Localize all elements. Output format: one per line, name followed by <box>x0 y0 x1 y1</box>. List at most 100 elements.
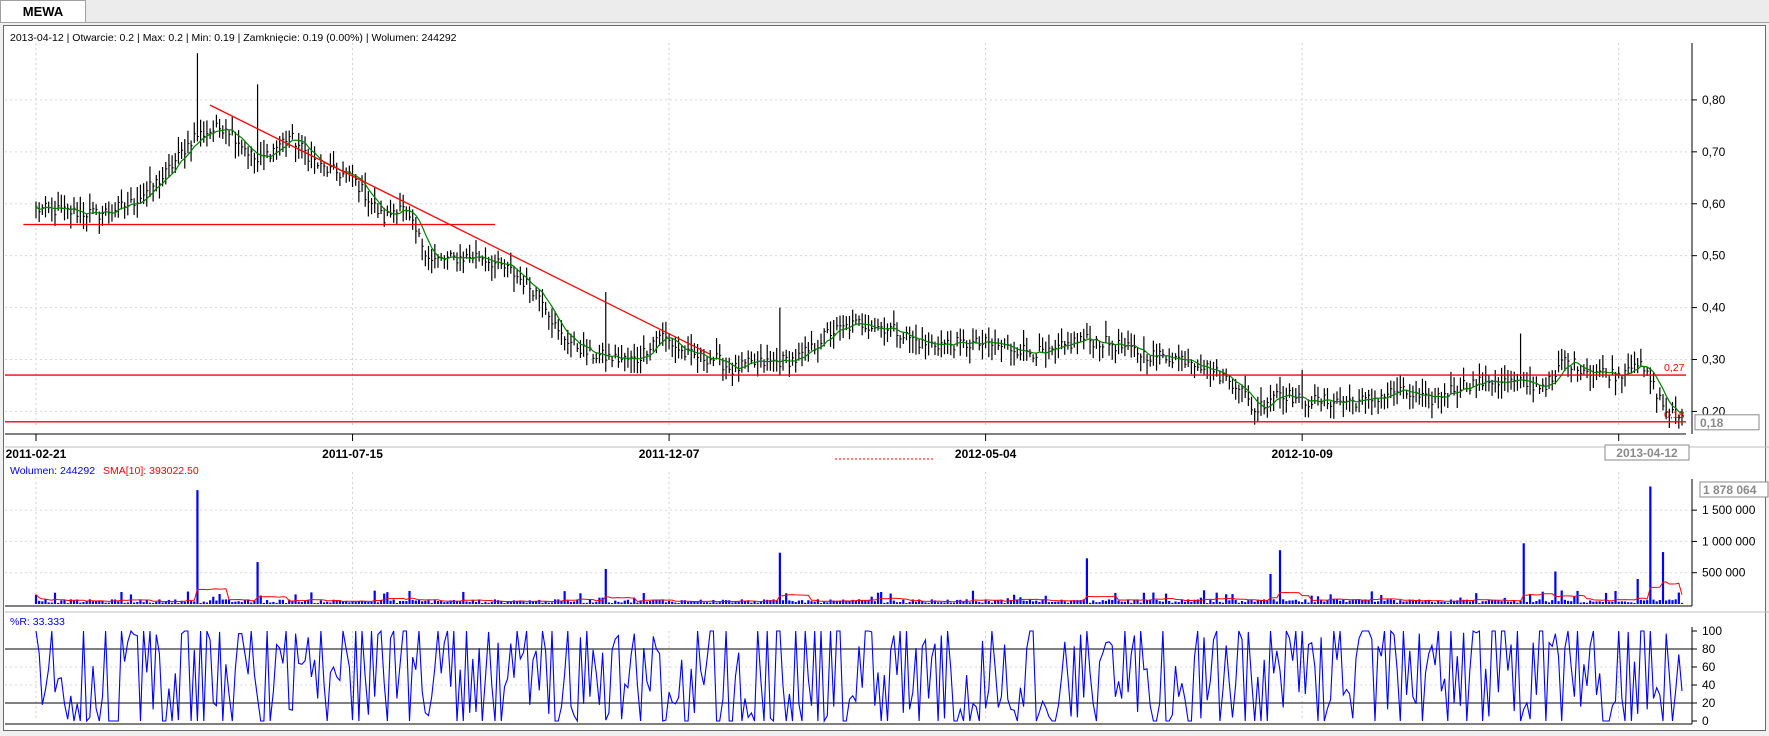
volume-bar <box>535 601 538 604</box>
volume-bar <box>316 602 319 604</box>
volume-bar <box>41 601 44 604</box>
volume-bar <box>1630 602 1633 604</box>
volume-bar <box>503 602 506 604</box>
volume-bar <box>680 600 683 604</box>
volume-bar <box>1206 603 1209 604</box>
volume-bar <box>427 600 430 604</box>
volume-bar <box>585 602 588 604</box>
volume-bar <box>718 602 721 604</box>
volume-bar <box>60 600 63 604</box>
volume-bar <box>224 599 228 604</box>
volume-bar <box>677 603 680 604</box>
volume-bar <box>66 603 69 604</box>
volume-bar <box>53 592 57 604</box>
volume-bar <box>497 600 500 604</box>
volume-bar <box>158 599 161 604</box>
volume-bar <box>136 602 139 604</box>
volume-bar <box>1421 601 1424 604</box>
volume-bar <box>297 601 300 604</box>
volume-max-box <box>1699 481 1769 498</box>
williams-r-legend: %R: 33.333 <box>10 616 65 628</box>
volume-bar <box>952 602 956 604</box>
volume-bar <box>506 601 509 604</box>
level-label: 0,27 <box>1664 362 1685 374</box>
volume-bar <box>1275 601 1278 604</box>
volume-bar <box>376 602 379 604</box>
volume-bar <box>373 590 376 604</box>
volume-bar <box>275 602 278 604</box>
volume-bar <box>215 600 218 604</box>
volume-bar <box>617 601 620 604</box>
volume-bar <box>509 601 512 604</box>
volume-bar <box>1190 601 1193 604</box>
volume-bar <box>914 601 918 604</box>
volume-bar <box>924 602 927 604</box>
volume-bar <box>1367 600 1370 604</box>
volume-bar <box>129 594 133 604</box>
volume-bar <box>731 602 734 604</box>
volume-bar <box>1095 602 1098 604</box>
volume-bar <box>417 599 421 604</box>
volume-bar <box>826 602 829 604</box>
volume-bar <box>1342 599 1345 604</box>
volume-bar <box>1538 599 1541 604</box>
volume-bar <box>1582 602 1585 604</box>
volume-bar <box>38 600 41 604</box>
volume-bar <box>892 600 895 604</box>
volume-bar <box>1038 601 1041 604</box>
last-date-box <box>1604 444 1690 461</box>
volume-bar <box>478 599 481 604</box>
volume-bar <box>88 599 91 604</box>
volume-bar <box>785 593 788 604</box>
volume-series <box>34 486 1684 604</box>
volume-bar <box>379 600 383 604</box>
volume-bar <box>250 602 253 604</box>
volume-bar <box>183 601 186 604</box>
moving-average-line <box>35 128 1683 414</box>
volume-bar <box>1114 592 1117 604</box>
volume-bar <box>557 599 560 604</box>
volume-bar <box>364 601 367 604</box>
volume-bar <box>1117 600 1120 604</box>
volume-bar <box>851 599 854 604</box>
volume-bar <box>1253 601 1256 604</box>
volume-bar <box>1041 599 1044 604</box>
x-tick-label: 2012-10-09 <box>1271 447 1333 461</box>
volume-bar <box>1383 600 1386 604</box>
volume-bar <box>1361 600 1364 604</box>
volume-bar <box>1535 600 1538 604</box>
volume-bar <box>573 601 576 604</box>
volume-bar <box>110 599 114 604</box>
volume-bar <box>430 602 433 604</box>
volume-bar <box>1272 599 1275 604</box>
volume-bar <box>538 599 541 604</box>
volume-bar <box>1088 602 1092 604</box>
volume-bar <box>1079 600 1082 604</box>
volume-bar <box>1554 571 1557 604</box>
volume-bar <box>1016 599 1019 604</box>
volume-bar <box>1098 602 1101 604</box>
volume-bar <box>1247 600 1250 604</box>
volume-bar <box>899 601 902 604</box>
volume-bar <box>411 599 414 604</box>
volume-bar <box>440 600 443 604</box>
volume-bar <box>829 599 832 604</box>
volume-bar <box>357 601 360 604</box>
wr-y-tick-label: 40 <box>1702 678 1716 692</box>
ohlc-header: 2013-04-12 | Otwarcie: 0.2 | Max: 0.2 | … <box>10 32 457 44</box>
volume-bar <box>421 601 424 604</box>
volume-bar <box>1060 599 1063 604</box>
volume-bar <box>1063 601 1066 604</box>
volume-bar <box>1145 600 1149 604</box>
volume-bar <box>854 601 857 604</box>
wr-y-tick-label: 20 <box>1702 696 1716 710</box>
volume-bar <box>1161 601 1164 604</box>
tab-mewa[interactable]: MEWA <box>0 0 86 22</box>
volume-bar <box>1478 602 1481 604</box>
volume-bar <box>307 599 310 604</box>
volume-bar <box>1566 600 1570 604</box>
volume-bar <box>1177 602 1180 604</box>
volume-bar <box>1339 600 1342 604</box>
volume-bar <box>1674 599 1677 604</box>
